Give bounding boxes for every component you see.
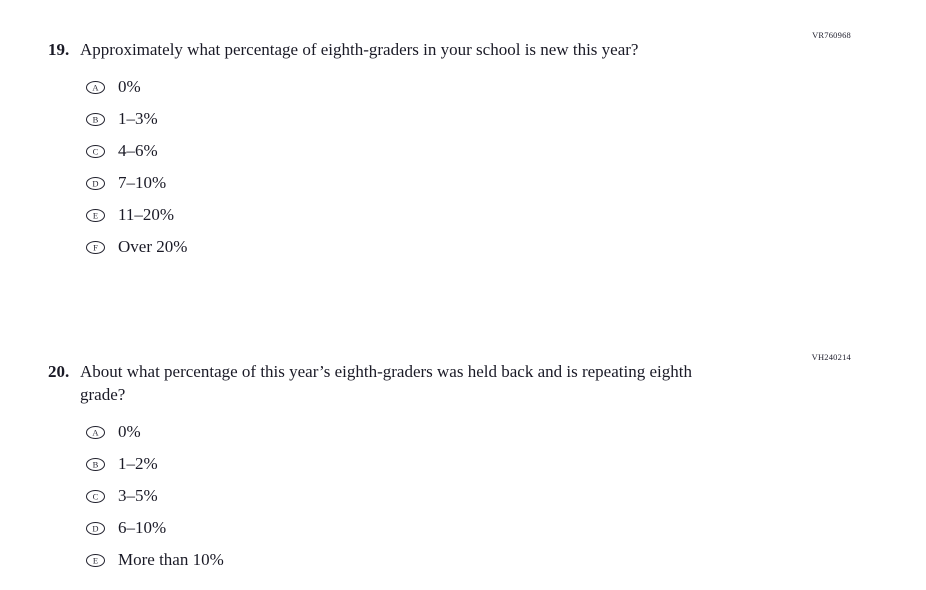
bubble-icon-b[interactable]: B (86, 112, 105, 126)
bubble-icon-c[interactable]: C (86, 489, 105, 503)
bubble-icon-e[interactable]: E (86, 208, 105, 222)
bubble-letter-b: B (92, 114, 99, 125)
option-row-20-c[interactable]: C 3–5% (86, 480, 926, 512)
option-label-19-b: 1–3% (118, 109, 158, 128)
question-heading-20: 20. About what percentage of this year’s… (0, 352, 926, 406)
bubble-letter-c: C (92, 146, 99, 157)
option-label-20-d: 6–10% (118, 518, 167, 537)
option-row-19-d[interactable]: D 7–10% (86, 167, 926, 199)
option-list-19: A 0% B 1–3% C 4–6% D 7–10% (0, 71, 926, 263)
question-block-20: VH240214 20. About what percentage of th… (0, 352, 926, 576)
bubble-letter-e: E (92, 210, 99, 221)
option-row-20-a[interactable]: A 0% (86, 416, 926, 448)
option-row-19-c[interactable]: C 4–6% (86, 135, 926, 167)
question-text-20: About what percentage of this year’s eig… (80, 362, 692, 404)
option-label-20-e: More than 10% (118, 550, 224, 569)
question-heading-19: 19. Approximately what percentage of eig… (0, 30, 926, 61)
option-row-20-b[interactable]: B 1–2% (86, 448, 926, 480)
bubble-letter-f: F (93, 242, 98, 253)
option-row-20-d[interactable]: D 6–10% (86, 512, 926, 544)
option-label-20-b: 1–2% (118, 454, 158, 473)
option-row-20-e[interactable]: E More than 10% (86, 544, 926, 576)
bubble-letter-b: B (92, 459, 99, 470)
bubble-letter-c: C (92, 491, 99, 502)
option-label-19-d: 7–10% (118, 173, 167, 192)
option-row-19-e[interactable]: E 11–20% (86, 199, 926, 231)
question-block-19: VR760968 19. Approximately what percenta… (0, 30, 926, 263)
item-code-19: VR760968 (812, 30, 851, 40)
question-number-20: 20. (48, 362, 70, 381)
item-code-20: VH240214 (811, 352, 851, 362)
bubble-icon-d[interactable]: D (86, 521, 105, 535)
bubble-letter-d: D (92, 178, 99, 189)
bubble-icon-c[interactable]: C (86, 144, 105, 158)
bubble-icon-d[interactable]: D (86, 176, 105, 190)
bubble-icon-f[interactable]: F (86, 240, 105, 254)
option-row-19-f[interactable]: F Over 20% (86, 231, 926, 263)
bubble-icon-a[interactable]: A (86, 80, 105, 94)
bubble-icon-a[interactable]: A (86, 425, 105, 439)
bubble-letter-a: A (92, 427, 99, 438)
option-row-19-b[interactable]: B 1–3% (86, 103, 926, 135)
question-text-19: Approximately what percentage of eighth-… (80, 40, 639, 59)
option-label-19-a: 0% (118, 77, 141, 96)
bubble-icon-e[interactable]: E (86, 553, 105, 567)
option-label-20-a: 0% (118, 422, 141, 441)
option-row-19-a[interactable]: A 0% (86, 71, 926, 103)
option-label-19-c: 4–6% (118, 141, 158, 160)
option-list-20: A 0% B 1–2% C 3–5% D 6–10% (0, 416, 926, 576)
question-number-19: 19. (48, 40, 70, 59)
bubble-letter-e: E (92, 555, 99, 566)
bubble-letter-a: A (92, 82, 99, 93)
bubble-letter-d: D (92, 523, 99, 534)
option-label-19-e: 11–20% (118, 205, 175, 224)
bubble-icon-b[interactable]: B (86, 457, 105, 471)
option-label-20-c: 3–5% (118, 486, 158, 505)
option-label-19-f: Over 20% (118, 237, 188, 256)
